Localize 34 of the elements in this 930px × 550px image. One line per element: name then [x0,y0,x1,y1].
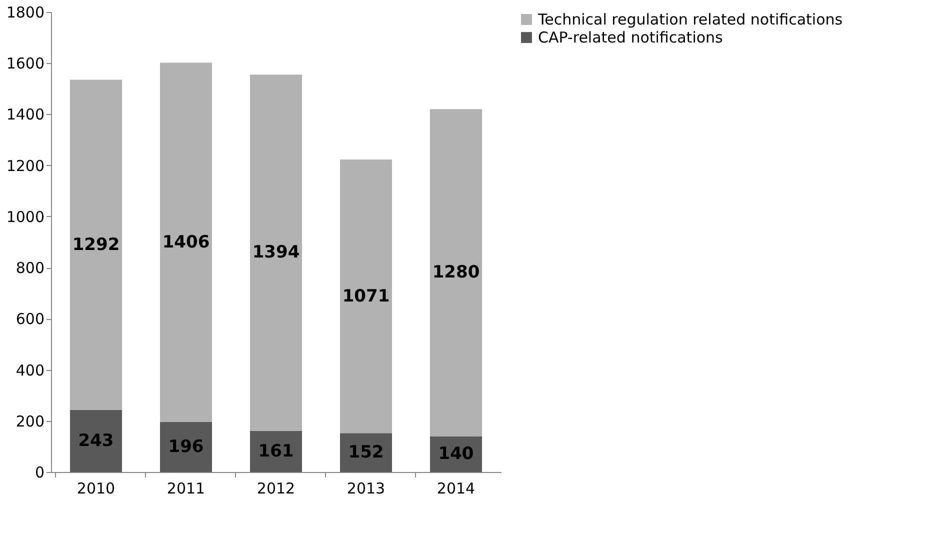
data-label: 1071 [342,286,390,306]
x-tick-label: 2010 [76,480,116,498]
bar [70,410,122,472]
y-tick-label: 1600 [6,54,44,73]
y-tick-label: 1800 [6,4,44,22]
bar [340,159,392,434]
y-tick-label: 800 [16,259,44,278]
legend-label: Technical regulation related notifications [537,10,843,28]
data-label: 1406 [162,232,210,252]
data-label: 243 [78,430,114,451]
data-label: 140 [438,444,474,464]
bar [430,109,482,436]
y-tick-label: 1400 [6,106,44,124]
bar [160,422,212,472]
y-tick-label: 600 [16,310,44,328]
data-label: 196 [168,436,204,457]
y-tick-label: 1000 [6,208,44,226]
legend-label: CAP-related notifications [538,28,724,46]
data-label: 152 [348,442,384,463]
y-tick-label: 200 [16,412,44,430]
bar [250,74,302,431]
y-tick-label: 400 [16,361,44,380]
x-tick-label: 2012 [256,480,296,498]
bar [160,62,212,422]
data-label: 1394 [252,242,300,263]
x-tick-label: 2014 [436,480,476,498]
bar [70,80,122,410]
x-tick-label: 2013 [346,480,386,498]
data-label: 161 [258,441,294,462]
x-tick-label: 2011 [166,480,206,498]
y-tick-label: 0 [34,464,44,482]
y-tick-label: 1200 [6,156,44,175]
data-label: 1280 [432,262,480,283]
data-label: 1292 [72,234,120,255]
